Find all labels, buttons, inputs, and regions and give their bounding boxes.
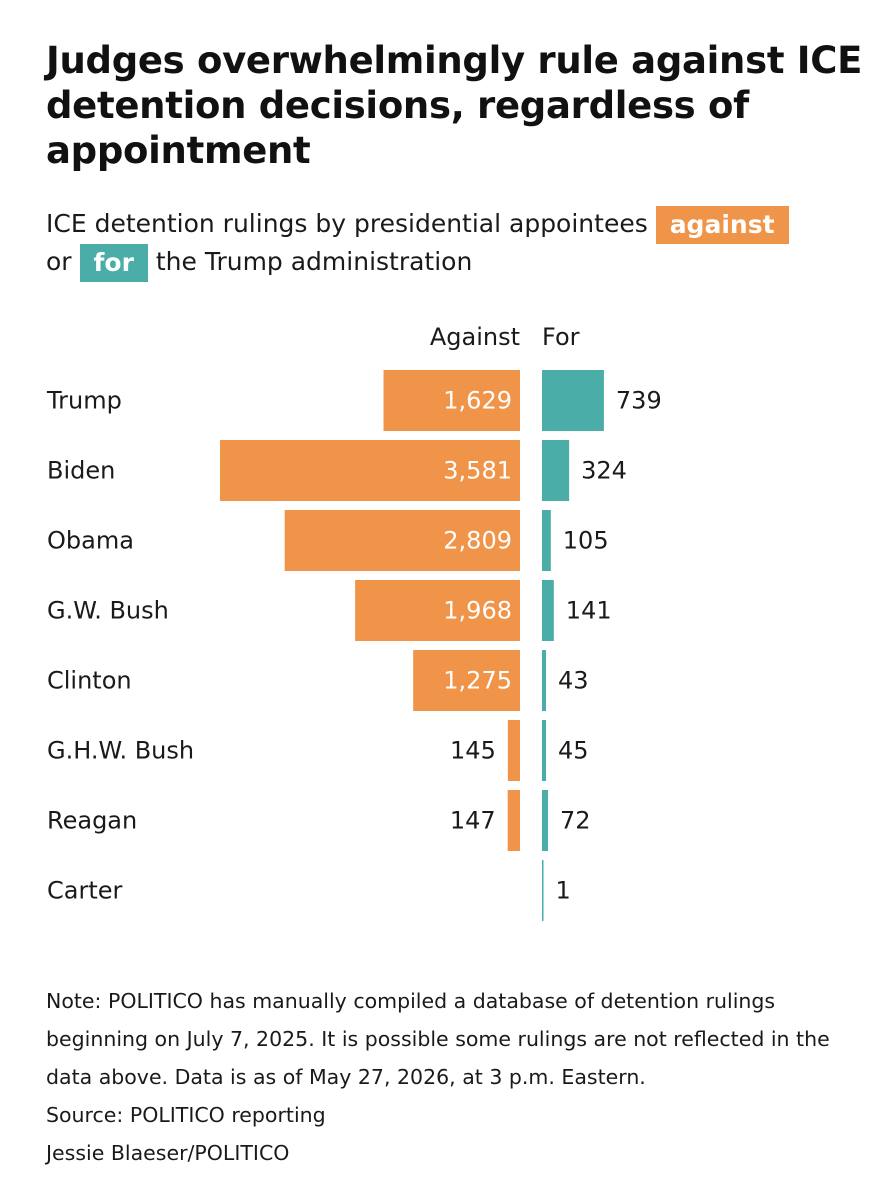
data-label-for: 105 (563, 527, 609, 555)
bar-for (542, 860, 544, 921)
category-label: Trump (46, 387, 122, 415)
data-label-against: 147 (450, 807, 496, 835)
bar-against (507, 720, 520, 781)
chart-subtitle: ICE detention rulings by presidential ap… (46, 206, 846, 282)
bar-for (542, 370, 604, 431)
data-label-against: 2,809 (443, 527, 512, 555)
bar-against (383, 370, 520, 431)
subtitle-text-2: or (46, 247, 80, 276)
category-label: Carter (47, 877, 123, 905)
subtitle-text-3: the Trump administration (147, 247, 473, 276)
data-label-for: 1 (556, 877, 571, 905)
diverging-bar-chart: Against For Trump 1,629 739 Biden 3,581 324 Obam… (46, 323, 662, 921)
data-label-for: 43 (558, 667, 589, 695)
column-header-against: Against (430, 323, 520, 351)
data-label-against: 1,968 (443, 597, 512, 625)
data-label-for: 45 (558, 737, 589, 765)
bar-against (413, 650, 520, 711)
bar-against (355, 580, 520, 641)
subtitle-text-1: ICE detention rulings by presidential ap… (46, 209, 656, 238)
data-label-against: 1,629 (443, 387, 512, 415)
bar-against (284, 510, 520, 571)
footer-credit: Jessie Blaeser/POLITICO (46, 1141, 290, 1165)
footer-source: Source: POLITICO reporting (46, 1103, 326, 1127)
bar-for (542, 720, 546, 781)
column-header-for: For (542, 323, 580, 351)
chart-footer: Note: POLITICO has manually compiled a d… (46, 982, 856, 1172)
chart-title: Judges overwhelmingly rule against ICE d… (46, 39, 863, 172)
data-label-against: 145 (450, 737, 496, 765)
data-label-against: 1,275 (443, 667, 512, 695)
bar-for (542, 440, 570, 501)
category-label: G.H.W. Bush (47, 737, 194, 765)
bar-against (507, 790, 520, 851)
legend-chip-against: against (655, 206, 789, 244)
data-label-against: 3,581 (443, 457, 512, 485)
data-label-for: 72 (560, 807, 591, 835)
data-label-for: 739 (616, 387, 662, 415)
data-label-for: 141 (566, 597, 612, 625)
legend-chip-for: for (79, 244, 148, 282)
bar-for (542, 580, 554, 641)
category-label: Reagan (47, 807, 137, 835)
bar-for (542, 790, 549, 851)
category-label: G.W. Bush (47, 597, 169, 625)
bar-for (542, 510, 551, 571)
footer-note: Note: POLITICO has manually compiled a d… (46, 989, 830, 1089)
bar-against (220, 440, 520, 501)
data-label-for: 324 (581, 457, 627, 485)
category-label: Obama (47, 527, 134, 555)
category-label: Biden (47, 457, 115, 485)
bar-for (542, 650, 546, 711)
category-label: Clinton (47, 667, 132, 695)
